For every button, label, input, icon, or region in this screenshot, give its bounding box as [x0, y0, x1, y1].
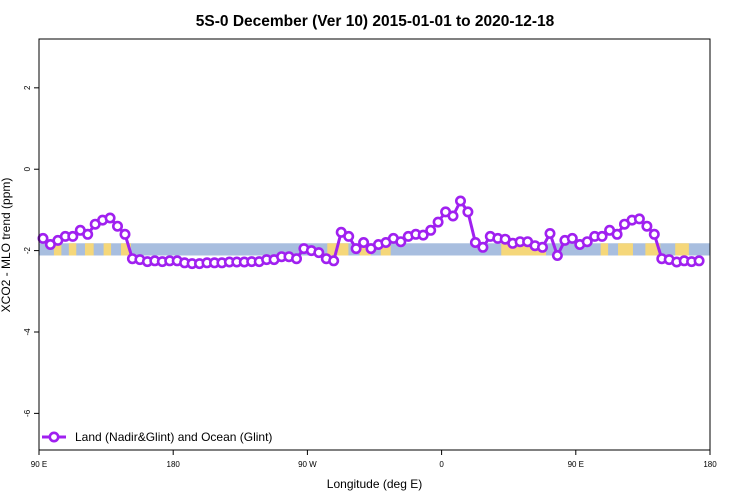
x-tick-label: 0: [439, 460, 444, 469]
x-tick-label: 180: [703, 460, 717, 469]
legend-marker: [48, 431, 60, 443]
y-tick-label: -2: [23, 247, 32, 255]
chart-title: 5S-0 December (Ver 10) 2015-01-01 to 202…: [196, 13, 555, 30]
x-axis: 90 E 180 90 W 0 90 E 180: [31, 450, 717, 469]
data-point: [611, 228, 623, 240]
legend-label: Land (Nadir&Glint) and Ocean (Glint): [75, 430, 272, 444]
x-axis-label: Longitude (deg E): [327, 477, 422, 491]
data-point: [328, 255, 340, 267]
y-tick-label: -4: [23, 328, 32, 336]
data-point: [395, 236, 407, 248]
x-tick-label: 90 E: [31, 460, 47, 469]
data-point: [469, 237, 481, 249]
land-band-segment: [600, 243, 609, 256]
land-band-segment: [68, 243, 77, 256]
data-point: [112, 220, 124, 232]
data-point: [417, 229, 429, 241]
y-axis: 2 0 -2 -4 -6: [23, 85, 39, 417]
data-point: [358, 237, 370, 249]
data-point: [693, 255, 705, 267]
land-band-segment: [380, 243, 391, 256]
data-point: [648, 228, 660, 240]
x-tick-label: 180: [167, 460, 181, 469]
data-point: [290, 253, 302, 265]
data-point: [350, 243, 362, 255]
land-band-segment: [84, 243, 94, 256]
data-point: [425, 224, 437, 236]
legend: Land (Nadir&Glint) and Ocean (Glint): [42, 430, 272, 444]
land-band-segment: [121, 243, 131, 256]
land-band-segment: [103, 243, 112, 256]
land-band-segment: [618, 243, 633, 256]
data-point: [462, 206, 474, 218]
data-point: [447, 210, 459, 222]
land-band-segment: [359, 243, 371, 256]
data-point: [104, 212, 116, 224]
data-point: [313, 247, 325, 259]
land-band-segment: [675, 243, 689, 256]
data-point: [596, 230, 608, 242]
data-point: [566, 232, 578, 244]
data-point: [477, 241, 489, 253]
data-point: [544, 228, 556, 240]
y-axis-label: XCO2 - MLO trend (ppm): [0, 178, 13, 313]
plot-frame: [38, 38, 711, 451]
data-point: [432, 216, 444, 228]
data-point: [581, 236, 593, 248]
data-point: [119, 228, 131, 240]
data-point: [343, 230, 355, 242]
y-tick-label: -6: [23, 409, 32, 417]
data-point: [82, 228, 94, 240]
land-band-segment: [53, 243, 62, 256]
x-tick-label: 90 W: [298, 460, 317, 469]
data-point: [454, 195, 466, 207]
data-point: [536, 241, 548, 253]
series-layer: [37, 195, 705, 270]
y-tick-label: 2: [23, 85, 32, 90]
data-point: [641, 220, 653, 232]
data-point: [551, 250, 563, 262]
data-point: [67, 230, 79, 242]
y-tick-label: 0: [23, 166, 32, 171]
data-point: [633, 213, 645, 225]
x-tick-label: 90 E: [568, 460, 584, 469]
